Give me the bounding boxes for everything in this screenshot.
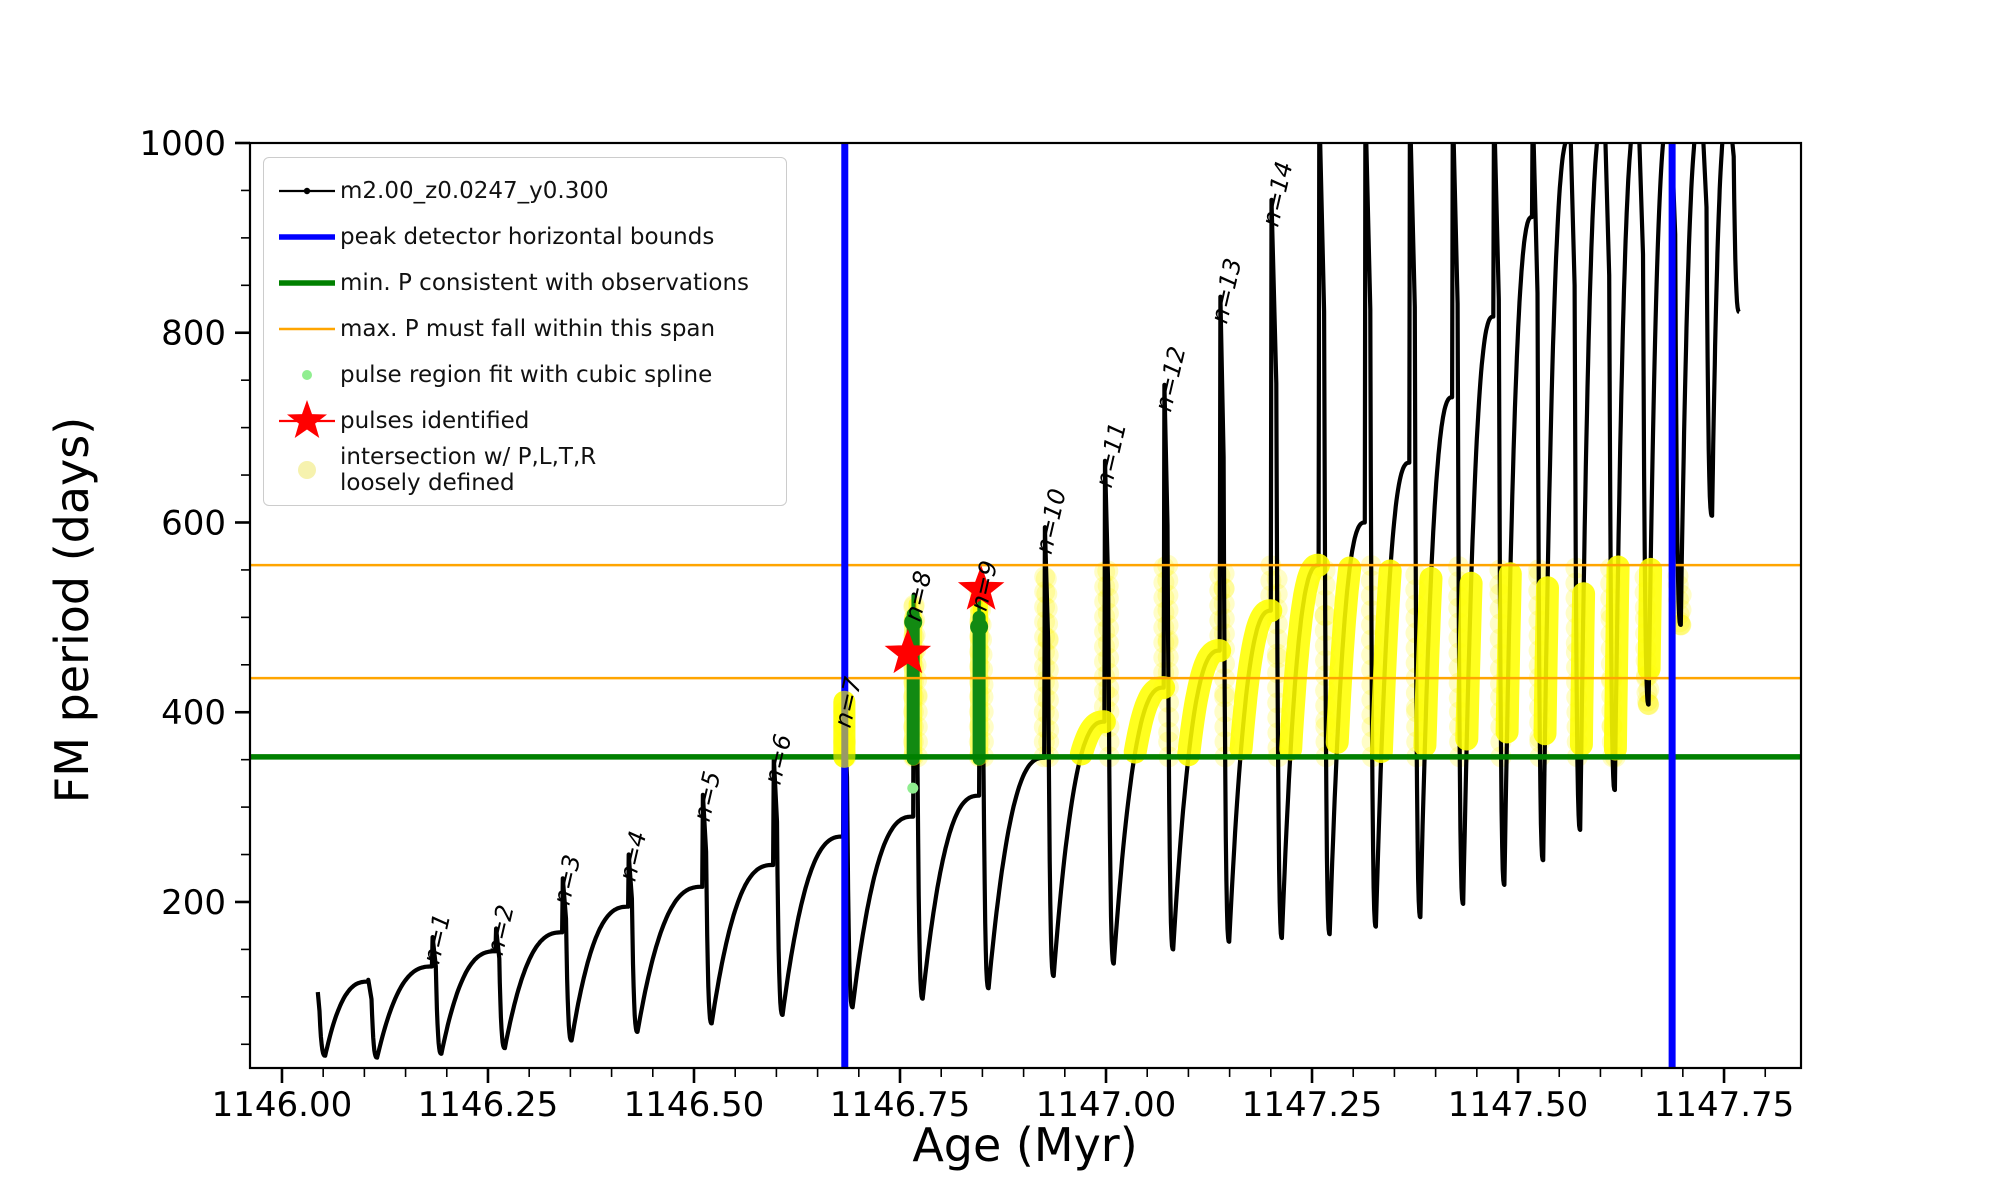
thick-line-icon: [274, 214, 340, 260]
x-tick-label: 1146.50: [624, 1085, 765, 1125]
legend-label: max. P must fall within this span: [340, 315, 716, 342]
legend-entry-4: pulse region fit with cubic spline: [274, 352, 772, 398]
x-tick-label: 1146.75: [830, 1085, 971, 1125]
legend-entry-1: peak detector horizontal bounds: [274, 214, 772, 260]
legend-entry-0: m2.00_z0.0247_y0.300: [274, 168, 772, 214]
legend-entry-5: pulses identified: [274, 398, 772, 444]
legend-label: intersection w/ P,L,T,R loosely defined: [340, 444, 597, 497]
x-tick-label: 1147.50: [1448, 1085, 1589, 1125]
x-tick-label: 1146.25: [418, 1085, 559, 1125]
star-icon: [274, 398, 340, 444]
legend-entry-3: max. P must fall within this span: [274, 306, 772, 352]
legend-entry-6: intersection w/ P,L,T,R loosely defined: [274, 444, 772, 497]
x-tick-label: 1146.00: [212, 1085, 353, 1125]
y-tick-label: 600: [161, 503, 226, 543]
thick-line-icon: [274, 260, 340, 306]
pulse-identified-star: [884, 628, 932, 674]
x-tick-label: 1147.25: [1242, 1085, 1383, 1125]
y-tick-label: 200: [161, 883, 226, 923]
pulse-identified-star: [957, 565, 1005, 610]
pulse-region-knot: [970, 617, 989, 636]
y-tick-label: 1000: [139, 124, 226, 164]
y-tick-label: 400: [161, 693, 226, 733]
intersection-bright-markers: [1069, 553, 1663, 767]
axis-ticks: 1146.00 1146.25 1146.50 1146.75 1147.00 1147.…: [139, 124, 1794, 1125]
legend-label: m2.00_z0.0247_y0.300: [340, 177, 609, 204]
legend-label: pulses identified: [340, 407, 530, 434]
line-dot-icon: [274, 168, 340, 214]
plot-area: n=1 n=2n=3 n=4n=5n=6n=7n=8 n=9n=10n=11n=12n…: [250, 143, 1801, 1068]
thin-line-icon: [274, 306, 340, 352]
y-axis-title: FM period (days): [45, 416, 99, 804]
x-tick-label: 1147.00: [1036, 1085, 1177, 1125]
axes-frame: [248, 141, 1803, 1070]
x-axis-title: Age (Myr): [912, 1118, 1138, 1172]
legend-label: pulse region fit with cubic spline: [340, 361, 713, 388]
legend-label: peak detector horizontal bounds: [340, 223, 715, 250]
x-tick-label: 1147.75: [1654, 1085, 1795, 1125]
legend-label: min. P consistent with observations: [340, 269, 750, 296]
legend-entry-2: min. P consistent with observations: [274, 260, 772, 306]
pale-dot-icon: [274, 447, 340, 493]
y-tick-label: 800: [161, 314, 226, 354]
small-dot-icon: [274, 352, 340, 398]
pulse-region-knot: [904, 613, 923, 632]
spline-fit-dot: [907, 782, 919, 794]
